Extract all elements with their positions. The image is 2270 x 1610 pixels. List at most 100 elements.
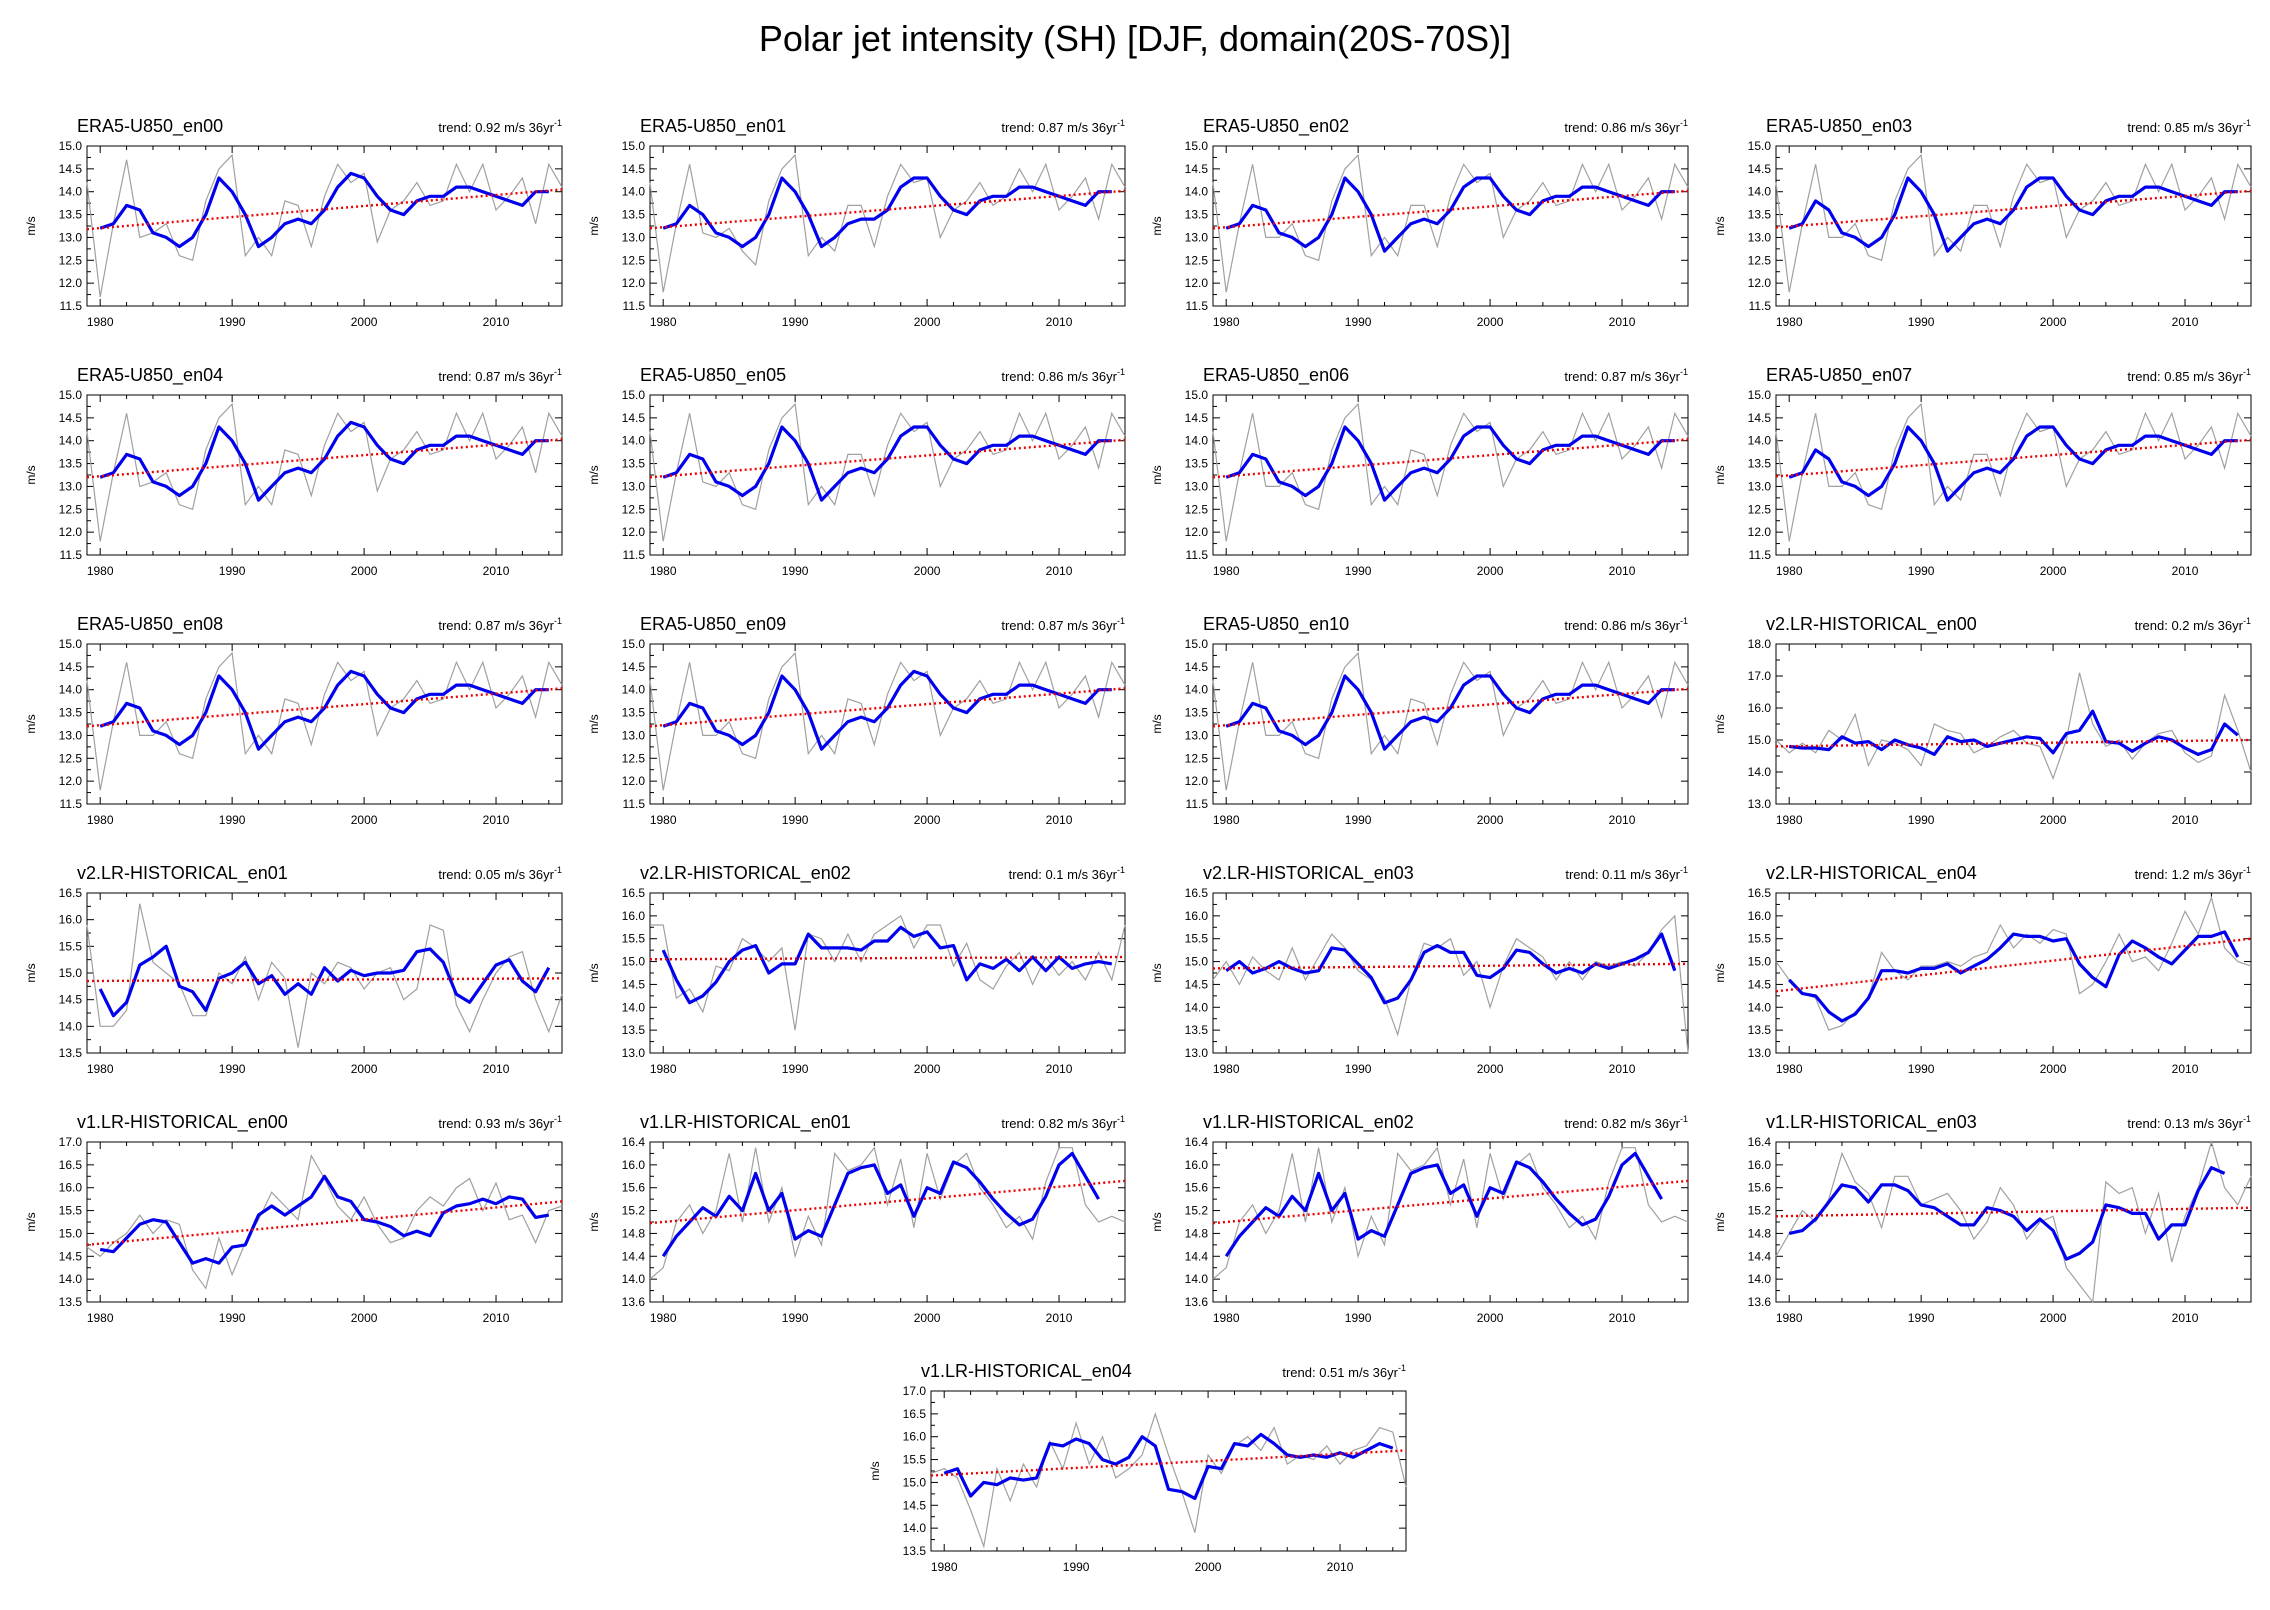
panel-title: ERA5-U850_en05 [640, 365, 786, 386]
y-tick-label: 14.5 [59, 162, 83, 176]
y-tick-label: 15.0 [59, 388, 83, 402]
y-tick-label: 15.6 [1748, 1181, 1772, 1195]
y-tick-label: 16.0 [1185, 1158, 1209, 1172]
trend-line [1775, 937, 2252, 993]
y-tick-label: 14.8 [1748, 1226, 1772, 1240]
y-tick-label: 13.0 [1748, 1046, 1772, 1060]
y-tick-label: 13.5 [903, 1544, 927, 1558]
trend-label: trend: 0.82 m/s 36yr-1 [1564, 1114, 1688, 1131]
y-tick-label: 12.0 [622, 525, 646, 539]
y-tick-label: 14.4 [1748, 1249, 1772, 1263]
y-tick-label: 12.5 [59, 751, 83, 765]
x-tick-label: 1990 [1908, 1311, 1935, 1325]
x-tick-label: 1990 [782, 1311, 809, 1325]
panel-v1-lr-historical-en03: v1.LR-HISTORICAL_en03 trend: 0.13 m/s 36y… [1713, 1112, 2252, 1325]
panel-title: v1.LR-HISTORICAL_en00 [77, 1112, 288, 1133]
y-tick-label: 15.5 [1185, 932, 1209, 946]
annual-series-line [1212, 153, 1689, 293]
y-tick-label: 11.5 [623, 299, 646, 313]
y-tick-label: 16.0 [59, 913, 83, 927]
y-tick-label: 13.0 [622, 728, 646, 742]
x-tick-label: 1990 [219, 315, 246, 329]
y-axis-label: m/s [1150, 465, 1164, 484]
y-tick-label: 13.0 [1748, 797, 1772, 811]
plot-frame [1775, 643, 2252, 805]
trend-label: trend: 1.2 m/s 36yr-1 [2135, 865, 2251, 882]
y-tick-label: 16.5 [903, 1407, 927, 1421]
y-tick-label: 15.0 [1748, 139, 1772, 153]
plot-frame [1775, 145, 2252, 307]
x-tick-label: 2000 [914, 564, 941, 578]
y-tick-label: 14.0 [1185, 1272, 1209, 1286]
annual-series-line [1212, 1146, 1689, 1280]
plot-frame [1212, 892, 1689, 1054]
y-tick-label: 13.0 [1185, 728, 1209, 742]
y-axis-label: m/s [587, 465, 601, 484]
x-tick-label: 2000 [914, 1311, 941, 1325]
y-tick-label: 15.2 [622, 1204, 646, 1218]
panel-era5-u850-en07: ERA5-U850_en07 trend: 0.85 m/s 36yr-1 11.5… [1713, 365, 2252, 578]
trend-label: trend: 0.85 m/s 36yr-1 [2127, 367, 2251, 384]
y-tick-label: 12.5 [622, 253, 646, 267]
x-tick-label: 2010 [1609, 315, 1636, 329]
x-tick-label: 2010 [2172, 1062, 2199, 1076]
smoothed-series-line [1225, 674, 1675, 751]
y-tick-label: 16.0 [903, 1430, 927, 1444]
plot-frame [1775, 394, 2252, 556]
x-tick-label: 2010 [1046, 564, 1073, 578]
smoothed-series-line [1788, 930, 2240, 1023]
y-tick-label: 14.0 [622, 434, 646, 448]
x-tick-label: 1980 [1776, 813, 1803, 827]
y-tick-label: 13.5 [1748, 208, 1772, 222]
y-tick-label: 14.0 [622, 1272, 646, 1286]
y-tick-label: 14.4 [1185, 1249, 1209, 1263]
y-tick-label: 12.5 [1185, 751, 1209, 765]
plot-frame [86, 145, 563, 307]
x-tick-label: 2010 [2172, 1311, 2199, 1325]
y-tick-label: 14.5 [1185, 660, 1209, 674]
x-tick-label: 2000 [1195, 1560, 1222, 1574]
trend-line [1212, 962, 1689, 970]
y-tick-label: 13.5 [622, 1023, 646, 1037]
smoothed-series-line [1788, 1166, 2226, 1261]
y-tick-label: 12.5 [1748, 502, 1772, 516]
x-tick-label: 1990 [1908, 564, 1935, 578]
y-tick-label: 15.0 [903, 1475, 927, 1489]
panel-v1-lr-historical-en02: v1.LR-HISTORICAL_en02 trend: 0.82 m/s 36y… [1150, 1112, 1689, 1325]
x-tick-label: 1990 [1345, 813, 1372, 827]
y-tick-label: 13.5 [1748, 457, 1772, 471]
panel-v2-lr-historical-en04: v2.LR-HISTORICAL_en04 trend: 1.2 m/s 36yr… [1713, 863, 2252, 1076]
y-tick-label: 15.5 [1748, 932, 1772, 946]
trend-label: trend: 0.2 m/s 36yr-1 [2135, 616, 2251, 633]
y-tick-label: 13.5 [1748, 1023, 1772, 1037]
trend-line [649, 955, 1126, 961]
y-tick-label: 12.5 [1185, 502, 1209, 516]
annual-series-line [1212, 402, 1689, 542]
trend-line [86, 977, 563, 983]
y-tick-label: 15.6 [622, 1181, 646, 1195]
y-tick-label: 14.5 [59, 411, 83, 425]
y-tick-label: 16.0 [59, 1181, 83, 1195]
y-tick-label: 12.5 [59, 502, 83, 516]
x-tick-label: 1980 [650, 564, 677, 578]
plot-frame [1212, 643, 1689, 805]
panel-v2-lr-historical-en02: v2.LR-HISTORICAL_en02 trend: 0.1 m/s 36yr… [587, 863, 1126, 1076]
trend-label: trend: 0.82 m/s 36yr-1 [1001, 1114, 1125, 1131]
annual-series-line [1212, 914, 1689, 1054]
y-tick-label: 15.0 [59, 637, 83, 651]
panel-title: ERA5-U850_en08 [77, 614, 223, 635]
panel-era5-u850-en08: ERA5-U850_en08 trend: 0.87 m/s 36yr-1 11.5… [24, 614, 563, 827]
y-tick-label: 14.5 [1748, 977, 1772, 991]
x-tick-label: 2010 [1609, 813, 1636, 827]
y-tick-label: 13.5 [59, 706, 83, 720]
trend-label: trend: 0.87 m/s 36yr-1 [438, 367, 562, 384]
y-tick-label: 17.0 [1748, 669, 1772, 683]
y-tick-label: 15.0 [1185, 955, 1209, 969]
y-tick-label: 13.0 [622, 479, 646, 493]
y-tick-label: 13.5 [1185, 706, 1209, 720]
y-tick-label: 12.5 [1185, 253, 1209, 267]
plot-frame [1212, 145, 1689, 307]
y-tick-label: 15.0 [622, 139, 646, 153]
y-tick-label: 14.5 [59, 1249, 83, 1263]
smoothed-series-line [1788, 425, 2238, 502]
